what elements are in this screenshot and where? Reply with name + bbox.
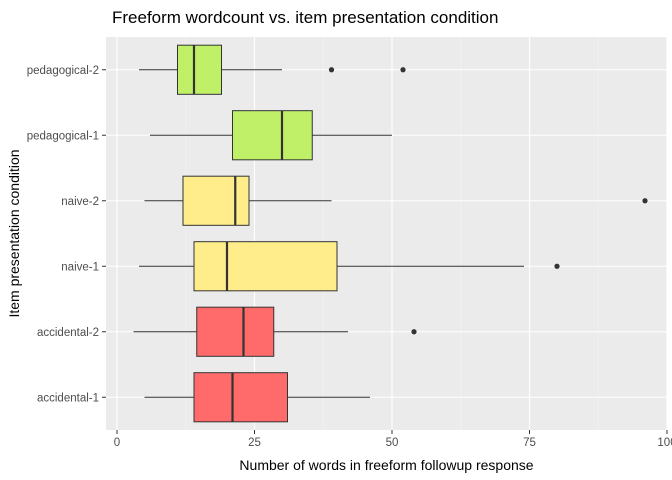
x-tick-label: 0	[114, 437, 120, 449]
iqr-box	[232, 110, 313, 161]
plot-panel	[106, 37, 667, 430]
outlier-point	[554, 263, 560, 269]
outlier-point	[642, 198, 648, 204]
y-tick-label: naive-1	[61, 261, 99, 273]
y-tick-label: pedagogical-2	[27, 65, 99, 77]
y-tick-label: pedagogical-1	[27, 130, 99, 142]
x-axis: 0 25 50 75 100	[114, 430, 672, 449]
box-series	[133, 44, 648, 423]
chart-title: Freeform wordcount vs. item presentation…	[112, 8, 498, 27]
outlier-point	[400, 67, 406, 73]
x-tick-label: 75	[523, 437, 536, 449]
box-accidental-2	[133, 306, 417, 357]
iqr-box	[193, 241, 338, 292]
x-tick-label: 50	[386, 437, 399, 449]
iqr-box	[196, 306, 275, 357]
outlier-point	[411, 329, 417, 335]
x-tick-label: 25	[248, 437, 261, 449]
box-accidental-1	[144, 372, 370, 423]
iqr-box	[177, 44, 222, 95]
box-naive-1	[139, 241, 560, 292]
y-tick-label: accidental-1	[37, 392, 99, 404]
y-axis-title: Item presentation condition	[6, 149, 22, 317]
x-tick-label: 100	[657, 437, 672, 449]
iqr-box	[193, 372, 288, 423]
box-pedagogical-1	[150, 110, 392, 161]
x-axis-title: Number of words in freeform followup res…	[239, 457, 533, 473]
iqr-box	[182, 175, 250, 226]
y-tick-label: naive-2	[61, 196, 99, 208]
box-pedagogical-2	[139, 44, 406, 95]
box-naive-2	[144, 175, 648, 226]
y-axis: pedagogical-2 pedagogical-1 naive-2 naive-1…	[27, 65, 106, 404]
outlier-point	[328, 67, 335, 73]
y-tick-label: accidental-2	[37, 327, 99, 339]
